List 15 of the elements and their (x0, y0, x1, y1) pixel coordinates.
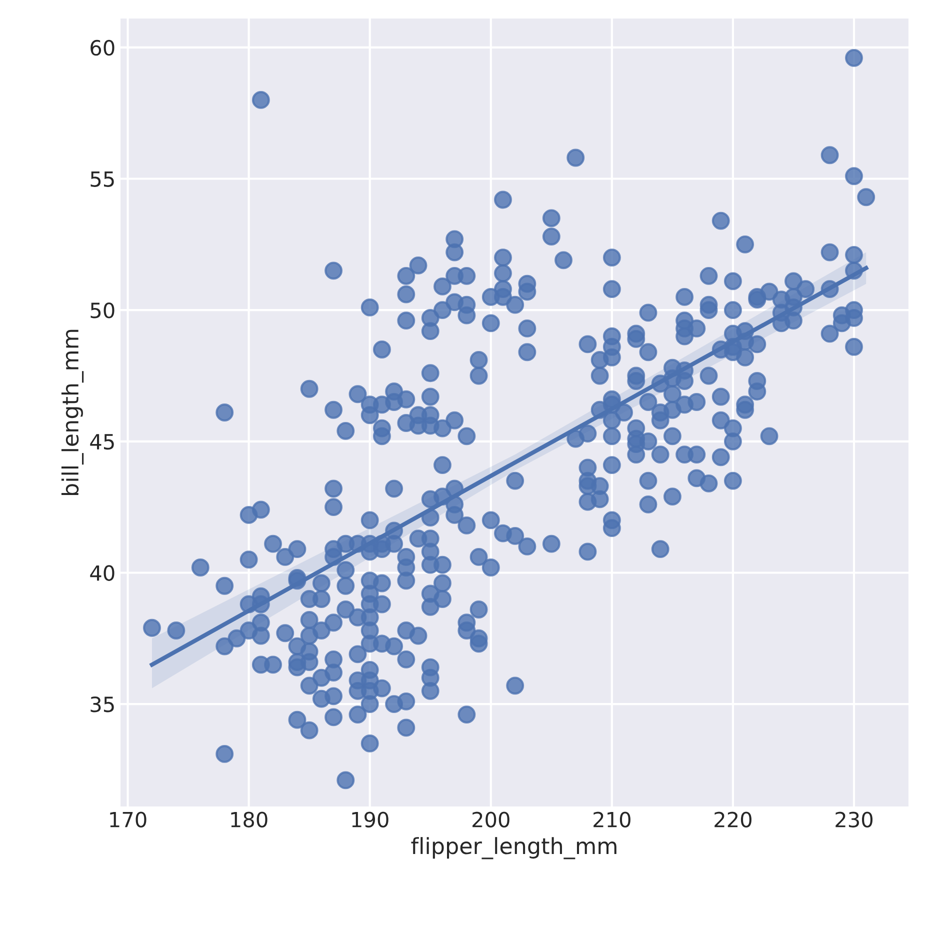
y-tick-label: 40 (90, 565, 114, 581)
x-tick-label: 220 (714, 812, 752, 828)
y-tick-label: 35 (90, 696, 114, 712)
y-tick-label: 50 (90, 302, 114, 318)
y-tick-label: 45 (90, 434, 114, 450)
x-tick-label: 230 (836, 812, 872, 828)
x-axis-title: flipper_length_mm (411, 837, 616, 860)
y-tick-label: 60 (90, 40, 114, 56)
x-tick-label: 200 (472, 812, 510, 828)
x-tick-label: 190 (352, 812, 388, 828)
x-tick-label: 170 (110, 812, 146, 828)
y-axis-title: bill_length_mm (61, 330, 84, 495)
y-tick-label: 55 (90, 171, 114, 187)
x-tick-label: 210 (594, 812, 630, 828)
x-tick-label: 180 (231, 812, 268, 828)
